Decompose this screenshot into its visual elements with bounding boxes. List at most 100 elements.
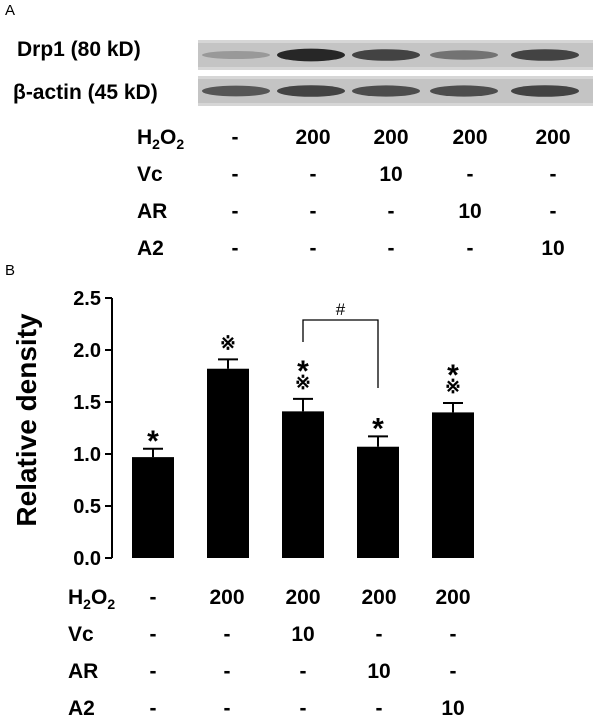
table-cell: - bbox=[449, 660, 457, 683]
table-cell: 10 bbox=[379, 163, 403, 186]
table-cell: - bbox=[231, 163, 239, 186]
table-cell: - bbox=[309, 163, 317, 186]
significance-star: * bbox=[147, 425, 159, 458]
drp1-blot-image bbox=[198, 40, 593, 70]
table-cell: - bbox=[223, 660, 231, 683]
y-axis: 0.0 0.5 1.0 1.5 2.0 2.5 bbox=[73, 288, 113, 570]
bar-chart: 0.00.51.01.52.02.5 Relative density *※※*… bbox=[11, 288, 474, 570]
significance-reference-mark: ※ bbox=[220, 333, 236, 354]
blot-band bbox=[352, 49, 420, 61]
blot-band bbox=[202, 85, 270, 97]
table-cell: - bbox=[149, 623, 157, 646]
bracket-symbol: # bbox=[336, 300, 346, 319]
table-cell: - bbox=[149, 586, 157, 609]
bars bbox=[132, 358, 474, 558]
drp1-blot-strip bbox=[198, 40, 593, 70]
label-text: H bbox=[137, 126, 153, 149]
table-row-label: A2 bbox=[137, 237, 164, 260]
table-cell: - bbox=[466, 237, 474, 260]
label-subscript: 2 bbox=[107, 596, 116, 613]
table-row-label: AR bbox=[137, 200, 168, 223]
blot-band bbox=[277, 48, 345, 62]
bar bbox=[432, 412, 474, 558]
beta-actin-blot-image bbox=[198, 76, 593, 106]
blot-band bbox=[511, 49, 579, 61]
table-row-label: H2O2 bbox=[137, 126, 184, 152]
table-cell: 200 bbox=[373, 126, 409, 149]
y-tick-label: 2.5 bbox=[73, 288, 101, 310]
table-cell: - bbox=[299, 697, 307, 720]
blot-band bbox=[430, 85, 498, 97]
blot-label-drp1: Drp1 (80 kD) bbox=[17, 38, 141, 61]
significance-reference-mark: ※ bbox=[445, 377, 461, 398]
bar bbox=[282, 411, 324, 558]
table-cell: - bbox=[549, 163, 557, 186]
blot-label-beta-actin: β-actin (45 kD) bbox=[13, 81, 158, 104]
annotations: *※※**※* bbox=[147, 333, 461, 457]
table-cell: - bbox=[231, 126, 239, 149]
table-cell: 10 bbox=[367, 660, 391, 683]
y-tick-label: 1.5 bbox=[73, 392, 101, 414]
table-cell: - bbox=[231, 200, 239, 223]
blot-band bbox=[277, 85, 345, 97]
table-row-label: A2 bbox=[68, 697, 95, 720]
bar bbox=[357, 446, 399, 558]
panel-b-letter: B bbox=[5, 262, 16, 279]
table-cell: - bbox=[375, 697, 383, 720]
blot-band bbox=[202, 51, 270, 59]
table-row-label: Vc bbox=[68, 623, 94, 646]
significance-star: * bbox=[372, 412, 384, 445]
table-cell: 200 bbox=[295, 126, 331, 149]
table-cell: 10 bbox=[541, 237, 565, 260]
significance-star: * bbox=[297, 355, 309, 388]
table-cell: - bbox=[223, 623, 231, 646]
bracket-line bbox=[302, 319, 379, 388]
table-cell: 200 bbox=[209, 586, 245, 609]
table-cell: - bbox=[309, 200, 317, 223]
table-cell: - bbox=[466, 163, 474, 186]
significance-bracket: # bbox=[302, 300, 379, 388]
significance-reference-mark: ※ bbox=[295, 373, 311, 394]
table-row-label: Vc bbox=[137, 163, 163, 186]
table-cell: - bbox=[549, 200, 557, 223]
panel-a-letter: A bbox=[5, 2, 16, 19]
table-row-label: AR bbox=[68, 660, 99, 683]
y-axis-label: Relative density bbox=[11, 313, 42, 527]
y-tick-label: 2.0 bbox=[73, 340, 101, 362]
label-text: O bbox=[159, 126, 177, 149]
table-cell: 200 bbox=[435, 586, 471, 609]
table-cell: - bbox=[223, 697, 231, 720]
table-cell: 200 bbox=[285, 586, 321, 609]
blot-band bbox=[352, 85, 420, 97]
table-cell: 200 bbox=[535, 126, 571, 149]
y-tick-label: 0.0 bbox=[73, 548, 101, 570]
bar bbox=[132, 457, 174, 558]
y-tick-label: 0.5 bbox=[73, 496, 101, 518]
table-cell: 10 bbox=[441, 697, 465, 720]
beta-actin-blot-strip bbox=[198, 76, 593, 106]
label-text: O bbox=[90, 586, 108, 609]
bar bbox=[207, 368, 249, 558]
label-subscript: 2 bbox=[152, 136, 160, 153]
label-subscript: 2 bbox=[83, 596, 91, 613]
table-cell: - bbox=[149, 660, 157, 683]
table-row-label: H2O2 bbox=[68, 586, 115, 612]
table-cell: - bbox=[449, 623, 457, 646]
table-cell: - bbox=[387, 237, 395, 260]
table-cell: 200 bbox=[361, 586, 397, 609]
table-cell: - bbox=[231, 237, 239, 260]
table-cell: 200 bbox=[452, 126, 488, 149]
table-cell: - bbox=[309, 237, 317, 260]
table-cell: - bbox=[387, 200, 395, 223]
table-cell: 10 bbox=[291, 623, 315, 646]
table-cell: - bbox=[149, 697, 157, 720]
table-cell: - bbox=[299, 660, 307, 683]
label-subscript: 2 bbox=[176, 136, 185, 153]
table-cell: 10 bbox=[458, 200, 482, 223]
y-tick-label: 1.0 bbox=[73, 444, 101, 466]
blot-band bbox=[430, 50, 498, 60]
significance-star: * bbox=[447, 359, 459, 392]
label-text: H bbox=[68, 586, 84, 609]
blot-band bbox=[511, 85, 579, 97]
table-cell: - bbox=[375, 623, 383, 646]
